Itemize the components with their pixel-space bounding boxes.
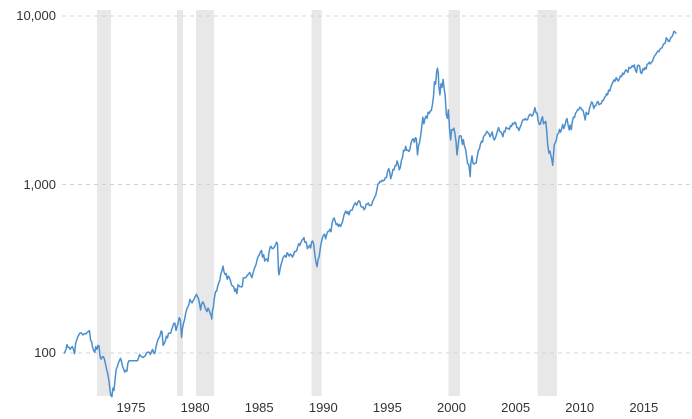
y-axis-label: 1,000: [23, 177, 56, 192]
x-axis-label: 1975: [116, 400, 146, 415]
recession-band: [448, 10, 460, 396]
x-axis-label: 2005: [501, 400, 531, 415]
x-axis-label: 2015: [629, 400, 659, 415]
recession-band: [97, 10, 111, 396]
recession-band: [177, 10, 183, 396]
x-axis-label: 1995: [372, 400, 402, 415]
x-axis-label: 1980: [180, 400, 210, 415]
y-axis-label: 100: [34, 345, 56, 360]
x-axis-label: 1985: [244, 400, 274, 415]
x-axis-label: 1990: [308, 400, 338, 415]
recession-band: [196, 10, 215, 396]
x-axis-label: 2010: [565, 400, 595, 415]
gridlines: [62, 15, 690, 354]
recession-bands: [97, 10, 557, 396]
y-axis-label: 10,000: [16, 8, 56, 23]
price-line: [63, 30, 677, 398]
recession-band: [311, 10, 322, 396]
x-axis-label: 2000: [437, 400, 466, 415]
recession-band: [537, 10, 557, 396]
